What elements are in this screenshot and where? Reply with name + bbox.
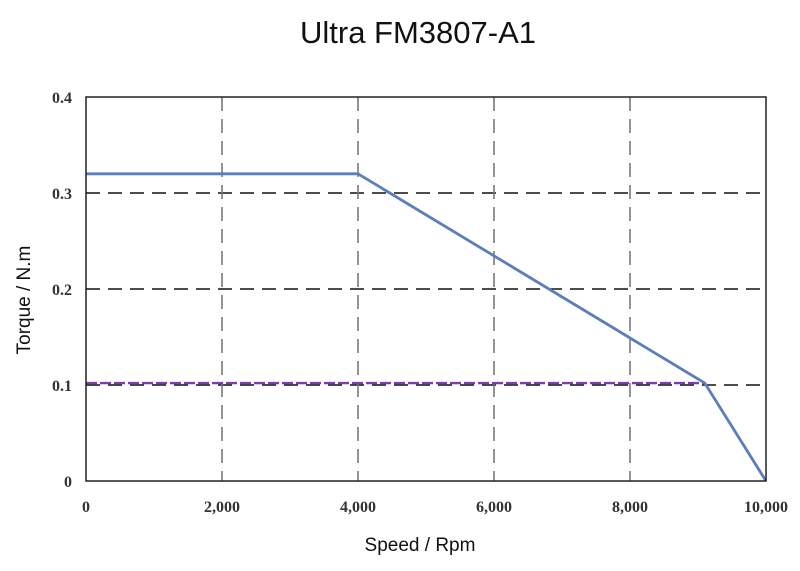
chart-title: Ultra FM3807-A1 xyxy=(300,15,536,50)
torque-curve-line xyxy=(86,172,768,482)
x-tick-label: 2,000 xyxy=(204,499,240,516)
x-axis-label: Speed / Rpm xyxy=(365,535,476,556)
x-tick-label: 4,000 xyxy=(340,499,376,516)
x-tick-label: 0 xyxy=(82,499,90,516)
y-tick-label: 0 xyxy=(64,474,72,491)
y-tick-label: 0.2 xyxy=(52,282,72,299)
y-tick-label: 0.1 xyxy=(52,378,72,395)
grid xyxy=(86,97,766,481)
x-tick-label: 8,000 xyxy=(612,499,648,516)
plot-frame xyxy=(85,96,767,482)
x-tick-label: 6,000 xyxy=(476,499,512,516)
y-tick-label: 0.4 xyxy=(52,90,72,107)
series-layer xyxy=(86,172,768,482)
y-axis-label: Torque / N.m xyxy=(14,246,35,355)
x-tick-labels: 0 2,000 4,000 6,000 8,000 10,000 xyxy=(82,499,788,516)
y-tick-labels: 0 0.1 0.2 0.3 0.4 xyxy=(52,90,72,491)
x-tick-label: 10,000 xyxy=(744,499,788,516)
y-tick-label: 0.3 xyxy=(52,186,72,203)
